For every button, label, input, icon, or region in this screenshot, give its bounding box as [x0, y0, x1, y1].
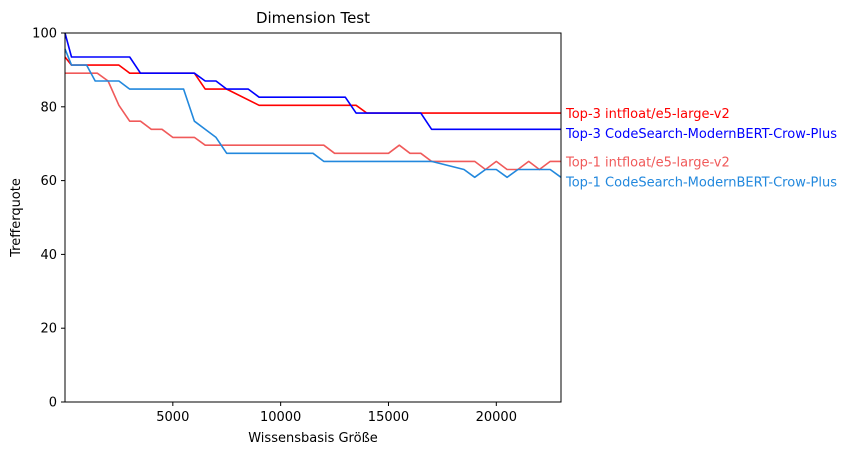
y-tick-label: 80 — [40, 100, 57, 115]
series-line-4 — [64, 48, 562, 179]
series-label-2: Top-3 CodeSearch-ModernBERT-Crow-Plus — [565, 127, 837, 142]
series-label-1: Top-3 intfloat/e5-large-v2 — [565, 107, 730, 122]
y-tick-label: 40 — [40, 248, 57, 263]
chart-title: Dimension Test — [256, 9, 370, 27]
x-tick-label: 20000 — [476, 410, 517, 425]
x-tick-label: 15000 — [368, 410, 409, 425]
ticks-layer: 5000 10000 15000 20000 0 20 40 60 80 100 — [32, 27, 517, 426]
x-tick-label: 5000 — [156, 410, 189, 425]
series-label-3: Top-1 intfloat/e5-large-v2 — [565, 155, 730, 170]
y-tick-label: 100 — [32, 27, 57, 42]
y-tick-label: 20 — [40, 322, 57, 337]
plot-area-frame — [64, 32, 562, 403]
y-tick-label: 60 — [40, 174, 57, 189]
series-label-4: Top-1 CodeSearch-ModernBERT-Crow-Plus — [565, 175, 837, 190]
series-labels-layer: Top-3 intfloat/e5-large-v2 Top-3 CodeSear… — [565, 107, 837, 190]
y-axis-label: Trefferquote — [9, 178, 24, 258]
y-tick-label: 0 — [49, 396, 57, 411]
x-axis-label: Wissensbasis Größe — [248, 431, 378, 446]
series-layer — [64, 32, 562, 179]
series-line-2 — [64, 32, 561, 131]
series-line-3 — [65, 72, 561, 171]
x-tick-label: 10000 — [260, 410, 301, 425]
